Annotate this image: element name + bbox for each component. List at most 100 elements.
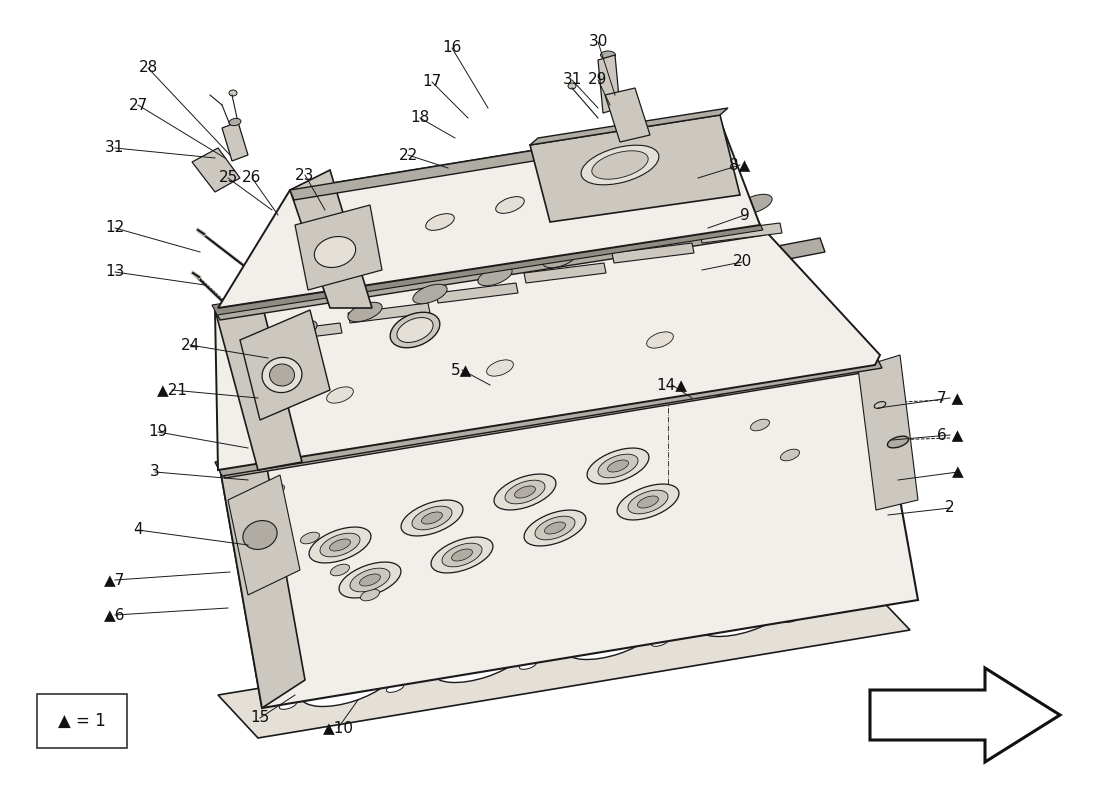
Ellipse shape: [653, 245, 727, 271]
Polygon shape: [530, 108, 728, 145]
Polygon shape: [220, 360, 918, 708]
Ellipse shape: [515, 486, 536, 498]
Ellipse shape: [874, 402, 886, 409]
Ellipse shape: [638, 496, 659, 508]
Ellipse shape: [283, 320, 317, 340]
Text: 7 ▲: 7 ▲: [937, 390, 964, 406]
Text: 4: 4: [133, 522, 143, 538]
Polygon shape: [858, 355, 918, 510]
Ellipse shape: [496, 197, 525, 214]
Ellipse shape: [888, 436, 909, 448]
Polygon shape: [870, 668, 1060, 762]
Ellipse shape: [618, 108, 638, 122]
Ellipse shape: [587, 448, 649, 484]
Polygon shape: [598, 55, 620, 113]
Text: ▲7: ▲7: [104, 573, 125, 587]
Text: 9: 9: [740, 207, 750, 222]
Polygon shape: [214, 225, 764, 320]
Ellipse shape: [264, 341, 272, 349]
Ellipse shape: [300, 532, 320, 544]
Ellipse shape: [645, 241, 735, 275]
Ellipse shape: [390, 312, 440, 348]
Text: 5▲: 5▲: [451, 362, 473, 378]
Ellipse shape: [442, 543, 482, 567]
Ellipse shape: [402, 500, 463, 536]
Ellipse shape: [265, 484, 285, 496]
Text: 26: 26: [242, 170, 262, 186]
Ellipse shape: [320, 533, 360, 557]
Polygon shape: [524, 263, 606, 283]
Ellipse shape: [206, 164, 223, 176]
Ellipse shape: [601, 51, 616, 59]
Text: 3: 3: [150, 465, 160, 479]
Ellipse shape: [345, 232, 374, 248]
Ellipse shape: [243, 521, 277, 550]
FancyBboxPatch shape: [37, 694, 127, 748]
Text: 16: 16: [442, 41, 462, 55]
Ellipse shape: [608, 230, 642, 250]
Text: 8▲: 8▲: [729, 158, 750, 173]
Polygon shape: [605, 88, 650, 142]
Text: 6 ▲: 6 ▲: [937, 427, 964, 442]
Polygon shape: [436, 283, 518, 303]
Text: 15: 15: [251, 710, 270, 726]
Text: 28: 28: [139, 61, 157, 75]
Ellipse shape: [535, 516, 575, 540]
Text: ▲10: ▲10: [322, 721, 353, 735]
Ellipse shape: [543, 248, 578, 268]
Ellipse shape: [647, 332, 673, 348]
Ellipse shape: [412, 284, 447, 304]
Ellipse shape: [270, 364, 295, 386]
Polygon shape: [218, 120, 760, 308]
Ellipse shape: [386, 684, 404, 692]
Ellipse shape: [486, 360, 514, 376]
Ellipse shape: [339, 562, 402, 598]
Polygon shape: [220, 360, 880, 478]
Ellipse shape: [242, 409, 254, 415]
Ellipse shape: [598, 454, 638, 478]
Ellipse shape: [432, 634, 528, 682]
Text: ▲: ▲: [953, 465, 964, 479]
Polygon shape: [214, 354, 882, 476]
Polygon shape: [290, 170, 372, 308]
Text: 20: 20: [733, 254, 751, 270]
Text: 17: 17: [422, 74, 441, 90]
Ellipse shape: [519, 661, 537, 670]
Polygon shape: [214, 288, 302, 470]
Polygon shape: [218, 588, 910, 738]
Text: 31: 31: [106, 141, 124, 155]
Ellipse shape: [564, 610, 660, 659]
Ellipse shape: [661, 386, 675, 394]
Text: 24: 24: [180, 338, 199, 353]
Ellipse shape: [421, 512, 442, 524]
Ellipse shape: [783, 614, 801, 622]
Text: 25: 25: [219, 170, 238, 186]
Ellipse shape: [617, 484, 679, 520]
Text: ▲21: ▲21: [156, 382, 187, 398]
Ellipse shape: [327, 387, 353, 403]
Text: 12: 12: [106, 221, 124, 235]
Text: 13: 13: [106, 265, 124, 279]
Ellipse shape: [505, 480, 544, 504]
Polygon shape: [228, 475, 300, 595]
Ellipse shape: [780, 449, 800, 461]
Text: 22: 22: [398, 147, 418, 162]
Ellipse shape: [568, 83, 576, 89]
Ellipse shape: [431, 537, 493, 573]
Ellipse shape: [348, 302, 382, 322]
Ellipse shape: [607, 460, 628, 472]
Ellipse shape: [330, 564, 350, 576]
Ellipse shape: [651, 638, 669, 646]
Text: ▲6: ▲6: [104, 607, 125, 622]
Text: ▲ = 1: ▲ = 1: [58, 712, 106, 730]
Ellipse shape: [592, 150, 648, 179]
Polygon shape: [530, 115, 740, 222]
Ellipse shape: [477, 266, 513, 286]
Ellipse shape: [350, 568, 390, 592]
Ellipse shape: [300, 658, 396, 706]
Polygon shape: [290, 120, 724, 200]
Polygon shape: [222, 122, 248, 161]
Ellipse shape: [711, 384, 729, 396]
Ellipse shape: [229, 90, 236, 96]
Polygon shape: [572, 238, 825, 300]
